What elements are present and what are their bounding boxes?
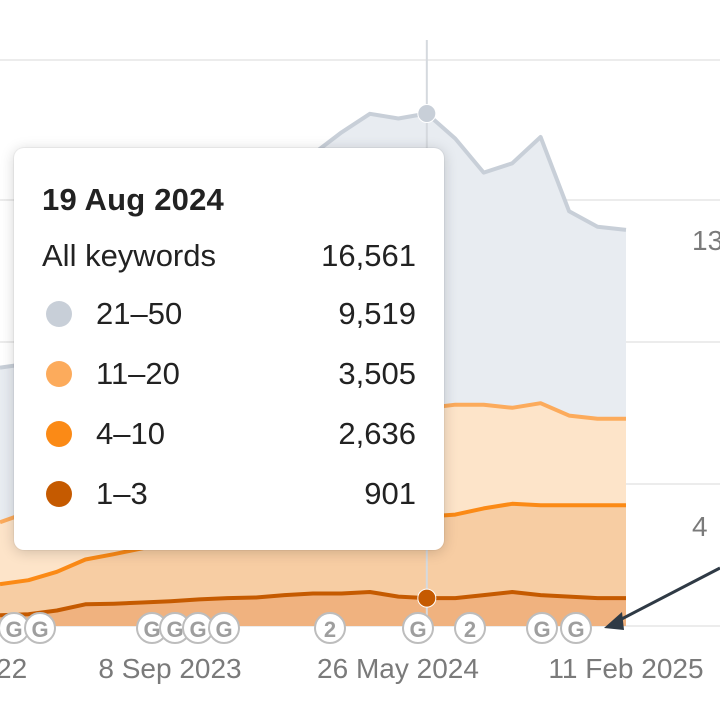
tooltip-all-label: All keywords — [42, 238, 216, 273]
annotation-label: G — [5, 617, 22, 642]
tooltip-label: 4–10 — [96, 416, 165, 451]
annotation-circle — [402, 612, 434, 644]
x-tick-label: 26 May 2024 — [317, 653, 479, 684]
tooltip-value: 901 — [364, 476, 416, 511]
annotation-label: G — [409, 617, 426, 642]
annotation-badge: G — [182, 612, 214, 644]
tooltip-row-4-10: 4–10 2,636 — [42, 404, 416, 464]
annotation-circle — [454, 612, 486, 644]
legend-dot-21-50 — [46, 301, 72, 327]
tooltip-row-all: All keywords 16,561 — [42, 228, 416, 284]
y-tick-label: 4 — [692, 511, 708, 542]
annotation-badge: G — [159, 612, 191, 644]
tooltip-row-1-3: 1–3 901 — [42, 464, 416, 524]
annotation-badge: G — [560, 612, 592, 644]
series-line-1–3 — [0, 590, 626, 618]
y-tick-label: 13 — [692, 225, 720, 256]
annotation-circle — [526, 612, 558, 644]
legend-dot-4-10 — [46, 421, 72, 447]
highlight-point-21–50 — [417, 103, 437, 123]
annotation-label: G — [143, 617, 160, 642]
tooltip-label: 1–3 — [96, 476, 148, 511]
annotation-badge: G — [402, 612, 434, 644]
annotation-circle — [314, 612, 346, 644]
x-tick-label: 22 — [0, 653, 27, 684]
annotation-label: G — [533, 617, 550, 642]
annotation-circle — [24, 612, 56, 644]
annotation-label: G — [166, 617, 183, 642]
legend-dot-11-20 — [46, 361, 72, 387]
pointer-arrow-shaft — [611, 566, 720, 626]
tooltip-row-21-50: 21–50 9,519 — [42, 284, 416, 344]
x-tick-label: 8 Sep 2023 — [98, 653, 241, 684]
annotation-circle — [208, 612, 240, 644]
annotation-label: 2 — [324, 617, 336, 642]
annotation-label: G — [31, 617, 48, 642]
tooltip-value: 3,505 — [338, 356, 416, 391]
annotation-circle — [560, 612, 592, 644]
annotation-label: G — [189, 617, 206, 642]
annotation-label: G — [215, 617, 232, 642]
annotation-badge: G — [24, 612, 56, 644]
annotation-label: G — [567, 617, 584, 642]
annotation-badge: 2 — [454, 612, 486, 644]
tooltip-label: 11–20 — [96, 356, 180, 391]
chart-tooltip: 19 Aug 2024 All keywords 16,561 21–50 9,… — [14, 148, 444, 550]
tooltip-row-11-20: 11–20 3,505 — [42, 344, 416, 404]
tooltip-value: 9,519 — [338, 296, 416, 331]
annotation-badge: G — [208, 612, 240, 644]
tooltip-date: 19 Aug 2024 — [42, 182, 224, 217]
annotation-label: 2 — [464, 617, 476, 642]
tooltip-value: 2,636 — [338, 416, 416, 451]
pointer-arrow-head — [604, 612, 624, 630]
x-tick-label: 11 Feb 2025 — [548, 653, 703, 684]
legend-dot-1-3 — [46, 481, 72, 507]
annotation-badge: 2 — [314, 612, 346, 644]
annotation-badge: G — [526, 612, 558, 644]
highlight-point-1–3 — [417, 588, 437, 608]
tooltip-label: 21–50 — [96, 296, 183, 331]
tooltip-all-value: 16,561 — [321, 238, 416, 273]
